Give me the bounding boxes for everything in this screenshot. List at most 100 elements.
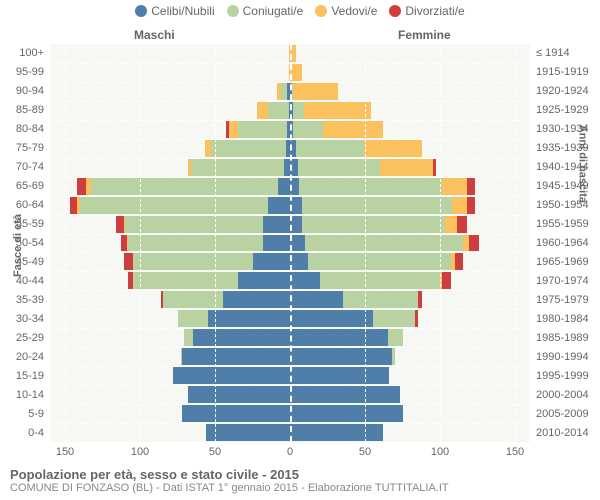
ytick-left: 90-94 (0, 82, 48, 101)
male-bar (181, 348, 291, 365)
male-bar (116, 216, 290, 233)
male-bar (257, 102, 290, 119)
ytick-right: 1960-1964 (532, 234, 600, 253)
legend-item: Vedovi/e (315, 4, 377, 18)
bar-segment (452, 197, 467, 214)
bar-segment (116, 216, 124, 233)
female-bar (290, 367, 389, 384)
bar-segment (182, 348, 290, 365)
ytick-right: 1995-1999 (532, 366, 600, 385)
bar-segment (445, 216, 457, 233)
ytick-right: 1940-1944 (532, 158, 600, 177)
bar-segment (263, 235, 290, 252)
female-bar (290, 197, 475, 214)
bar-segment (467, 178, 475, 195)
ytick-left: 75-79 (0, 139, 48, 158)
ytick-left: 95-99 (0, 63, 48, 82)
ytick-left: 40-44 (0, 271, 48, 290)
ytick-right: 1980-1984 (532, 309, 600, 328)
bar-segment (257, 102, 268, 119)
bar-segment (296, 140, 364, 157)
ytick-left: 15-19 (0, 366, 48, 385)
bar-segment (418, 291, 423, 308)
male-bar (184, 329, 291, 346)
bar-segment (133, 253, 253, 270)
legend-swatch (227, 5, 239, 17)
ytick-left: 0-4 (0, 423, 48, 442)
ytick-right: 1965-1969 (532, 252, 600, 271)
ytick-left: 35-39 (0, 290, 48, 309)
bar-segment (457, 216, 468, 233)
bar-segment (433, 159, 436, 176)
ytick-left: 45-49 (0, 252, 48, 271)
bar-segment (163, 291, 223, 308)
bar-segment (238, 272, 291, 289)
bar-segment (290, 310, 373, 327)
bar-segment (70, 197, 78, 214)
gridline (515, 44, 516, 442)
chart-title: Popolazione per età, sesso e stato civil… (10, 467, 590, 482)
bar-segment (173, 367, 290, 384)
bar-segment (290, 405, 403, 422)
bar-segment (128, 235, 263, 252)
bar-segment (193, 329, 291, 346)
bar-segment (268, 197, 291, 214)
bar-segment (392, 348, 395, 365)
bar-segment (380, 159, 433, 176)
ytick-left: 55-59 (0, 215, 48, 234)
ytick-right: 1925-1929 (532, 101, 600, 120)
ytick-right: 1990-1994 (532, 347, 600, 366)
male-bar (226, 121, 291, 138)
xtick: 100 (131, 446, 149, 458)
xaxis: 05050100100150150 (0, 446, 600, 460)
footer: Popolazione per età, sesso e stato civil… (10, 467, 590, 494)
male-bar (205, 140, 291, 157)
bar-segment (298, 159, 381, 176)
female-bar (290, 329, 403, 346)
male-bar (161, 291, 290, 308)
legend-item: Coniugati/e (227, 4, 304, 18)
bar-segment (290, 424, 383, 441)
gridline (290, 44, 292, 442)
gridline (65, 44, 66, 442)
male-bar (206, 424, 290, 441)
legend-label: Celibi/Nubili (151, 4, 214, 18)
bar-segment (320, 272, 440, 289)
female-header: Femmine (398, 28, 451, 42)
female-bar (290, 140, 422, 157)
ytick-left: 30-34 (0, 309, 48, 328)
bar-segment (208, 310, 291, 327)
ytick-left: 20-24 (0, 347, 48, 366)
bar-segment (253, 253, 291, 270)
yaxis-left: 100+95-9990-9485-8980-8475-7970-7465-696… (0, 44, 48, 442)
ytick-right: ≤ 1914 (532, 44, 600, 63)
female-bar (290, 386, 400, 403)
bar-segment (290, 291, 343, 308)
bar-segment (268, 102, 289, 119)
bar-segment (373, 310, 415, 327)
chart-subtitle: COMUNE DI FONZASO (BL) - Dati ISTAT 1° g… (10, 482, 590, 494)
ytick-right: 1975-1979 (532, 290, 600, 309)
xtick: 150 (506, 446, 524, 458)
bar-segment (188, 386, 290, 403)
female-bar (290, 159, 436, 176)
ytick-right: 1970-1974 (532, 271, 600, 290)
ytick-right: 1985-1989 (532, 328, 600, 347)
ytick-left: 65-69 (0, 177, 48, 196)
ytick-right: 1945-1949 (532, 177, 600, 196)
yaxis-right: ≤ 19141915-19191920-19241925-19291930-19… (532, 44, 600, 442)
ytick-right: 2000-2004 (532, 385, 600, 404)
bar-segment (290, 235, 305, 252)
bar-segment (124, 253, 133, 270)
bar-segment (290, 329, 388, 346)
female-bar (290, 121, 383, 138)
bar-segment (290, 272, 320, 289)
male-bar (178, 310, 291, 327)
bar-segment (125, 216, 263, 233)
legend: Celibi/NubiliConiugati/eVedovi/eDivorzia… (0, 4, 600, 18)
bar-segment (302, 197, 452, 214)
xtick: 150 (56, 446, 74, 458)
bar-segment (364, 140, 423, 157)
legend-swatch (315, 5, 327, 17)
ytick-left: 25-29 (0, 328, 48, 347)
